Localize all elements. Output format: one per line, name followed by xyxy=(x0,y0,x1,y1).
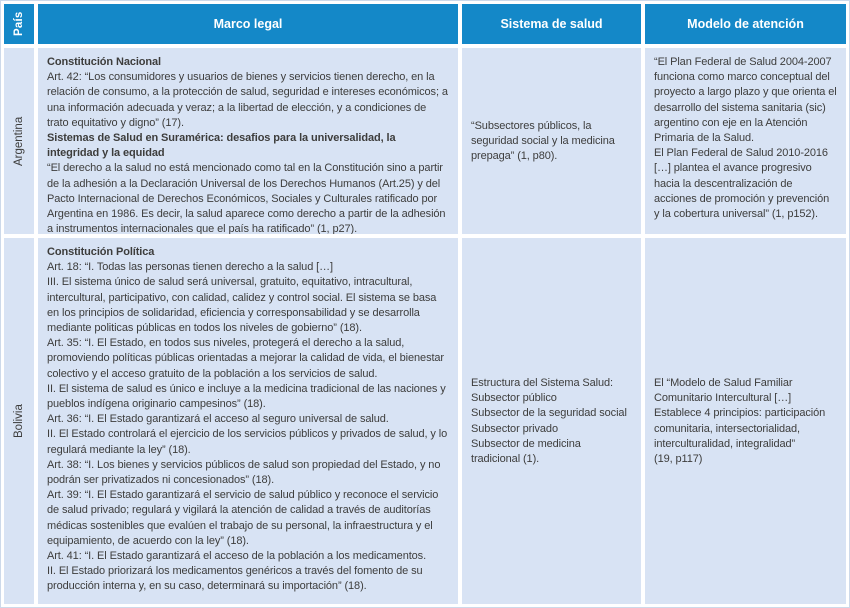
bolivia-sistema-line-5: Subsector de medicina tradicional (1). xyxy=(471,437,581,465)
bolivia-marco-paragraph-4: II. El sistema de salud es único e inclu… xyxy=(47,382,446,411)
argentina-sistema-text: “Subsectores públicos, la seguridad soci… xyxy=(471,119,615,163)
column-header-marco-legal: Marco legal xyxy=(38,4,458,44)
bolivia-marco-paragraph-3: Art. 35: “I. El Estado, en todos sus niv… xyxy=(47,337,445,380)
column-header-modelo-atencion: Modelo de atención xyxy=(645,4,846,44)
row-argentina-country-label: Argentina xyxy=(4,48,34,234)
bolivia-sistema-line-4: Subsector privado xyxy=(471,422,558,435)
argentina-modelo-atencion-cell: “El Plan Federal de Salud 2004-2007 func… xyxy=(645,48,846,234)
column-header-marco-legal-label: Marco legal xyxy=(213,17,283,31)
bolivia-modelo-paragraph-2: (19, p117) xyxy=(654,452,703,465)
bolivia-marco-paragraph-7: Art. 38: “I. Los bienes y servicios públ… xyxy=(47,458,441,487)
bolivia-sistema-salud-cell: Estructura del Sistema Salud: Subsector … xyxy=(462,238,641,604)
argentina-marco-legal-cell: Constitución Nacional Art. 42: “Los cons… xyxy=(38,48,458,234)
bolivia-sistema-line-3: Subsector de la seguridad social xyxy=(471,407,627,420)
bolivia-marco-paragraph-2: III. El sistema único de salud será univ… xyxy=(47,276,437,335)
column-header-pais: País xyxy=(4,4,34,44)
column-header-modelo-atencion-label: Modelo de atención xyxy=(687,17,804,31)
bolivia-marco-legal-cell: Constitución Política Art. 18: “I. Todas… xyxy=(38,238,458,604)
column-header-pais-label: País xyxy=(13,11,25,37)
bolivia-label: Bolivia xyxy=(13,404,25,438)
column-header-sistema-salud-label: Sistema de salud xyxy=(500,17,603,31)
bolivia-modelo-atencion-cell: El “Modelo de Salud Familiar Comunitario… xyxy=(645,238,846,604)
argentina-modelo-paragraph-2: El Plan Federal de Salud 2010-2016 […] p… xyxy=(654,147,830,221)
bolivia-marco-paragraph-8: Art. 39: “I. El Estado garantizará el se… xyxy=(47,489,439,547)
bolivia-sistema-line-1: Estructura del Sistema Salud: xyxy=(471,376,614,389)
argentina-label: Argentina xyxy=(13,116,25,166)
bolivia-marco-paragraph-5: Art. 36: “I. El Estado garantizará el ac… xyxy=(47,413,389,426)
bolivia-marco-paragraph-6: II. El Estado controlará el ejercicio de… xyxy=(47,428,448,456)
bolivia-marco-paragraph-10: II. El Estado priorizará los medicamento… xyxy=(47,565,423,593)
column-header-sistema-salud: Sistema de salud xyxy=(462,4,641,44)
argentina-marco-paragraph-2: “El derecho a la salud no está mencionad… xyxy=(47,162,446,234)
argentina-marco-heading-1: Constitución Nacional xyxy=(47,56,162,68)
bolivia-marco-heading: Constitución Política xyxy=(47,246,155,258)
bolivia-sistema-line-2: Subsector público xyxy=(471,392,557,405)
bolivia-marco-paragraph-9: Art. 41: “I. El Estado garantizará el ac… xyxy=(47,550,427,563)
argentina-sistema-salud-cell: “Subsectores públicos, la seguridad soci… xyxy=(462,48,641,234)
argentina-modelo-paragraph-1: “El Plan Federal de Salud 2004-2007 func… xyxy=(654,56,837,145)
argentina-marco-heading-2: Sistemas de Salud en Suramérica: desafio… xyxy=(47,132,396,160)
bolivia-modelo-paragraph-1: El “Modelo de Salud Familiar Comunitario… xyxy=(654,376,826,450)
argentina-marco-paragraph-1: Art. 42: “Los consumidores y usuarios de… xyxy=(47,71,448,129)
row-bolivia-country-label: Bolivia xyxy=(4,238,34,604)
bolivia-marco-paragraph-1: Art. 18: “I. Todas las personas tienen d… xyxy=(47,261,333,274)
